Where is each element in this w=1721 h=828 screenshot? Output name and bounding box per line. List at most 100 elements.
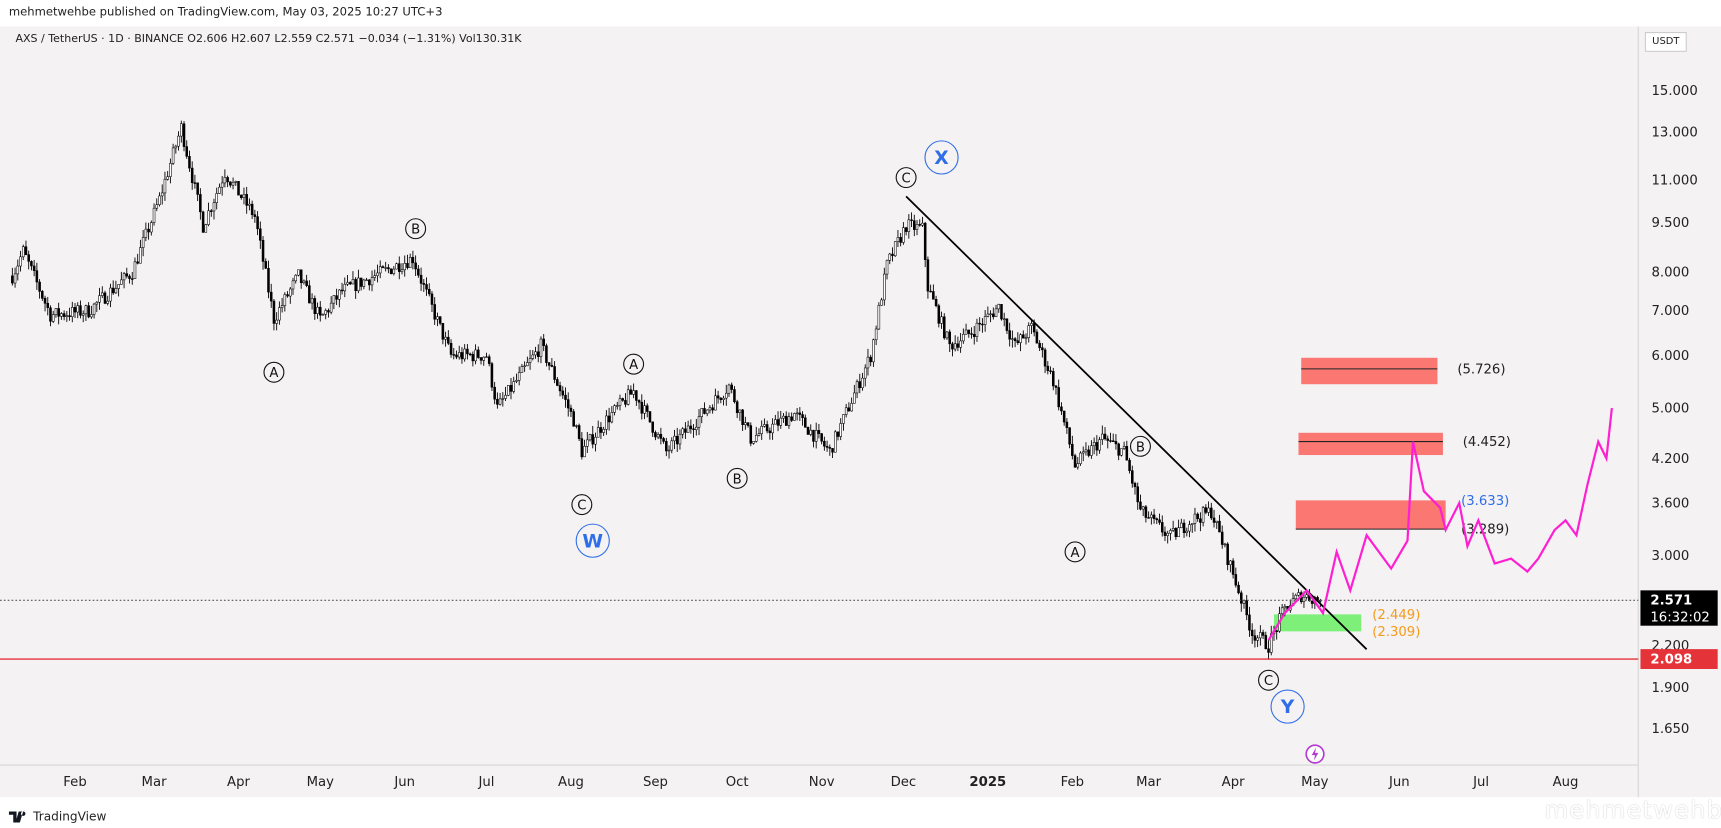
candle [1174,528,1178,538]
candle [1283,606,1287,609]
candle [498,398,502,405]
candle [795,412,799,415]
tradingview-logo-icon [8,810,26,822]
candle [479,357,483,361]
candle [204,224,208,233]
candle [678,433,682,445]
candle [234,181,238,183]
candle [953,343,957,350]
candle [670,440,674,451]
candle [474,349,477,362]
candle [798,412,802,415]
y-tick-label: 1.900 [1651,681,1689,696]
candle [231,182,235,186]
candle [654,432,657,438]
candle [972,334,976,337]
candle [43,298,47,304]
wave-label: C [1264,674,1273,689]
wave-label-circle [1258,669,1280,691]
candle [51,314,55,322]
candle [1090,445,1093,456]
candle [376,272,379,276]
y-tick-label: 13.000 [1651,125,1697,140]
candle [962,334,965,342]
candle [801,414,804,419]
candle [286,294,289,297]
candle [684,428,687,433]
candle [368,279,371,286]
symbol-legend: AXS / TetherUS · 1D · BINANCE O2.606 H2.… [15,33,522,46]
candle [575,425,578,427]
candle [239,194,243,198]
wave-label: A [1071,546,1080,561]
currency-selector[interactable]: USDT [1644,32,1687,52]
wave-label: A [269,366,278,381]
candle [1152,514,1156,519]
candle [408,257,412,268]
candle [297,269,300,276]
candle [147,228,150,233]
candle [32,265,36,271]
candle [1016,340,1020,343]
y-tick-label: 1.650 [1651,722,1689,737]
candle [400,269,404,272]
candle [501,398,505,400]
candle [237,181,240,196]
candle [744,422,747,426]
candle [1046,365,1050,372]
candle [452,354,456,356]
candle [1215,520,1219,523]
resistance-zone [1298,432,1443,456]
tradingview-logo[interactable]: TradingView [8,809,106,824]
candle [1190,523,1194,525]
candle [937,305,941,324]
candle [547,362,551,366]
chart-panel[interactable] [0,26,1721,798]
candle [327,310,330,313]
candle [648,411,652,423]
x-tick-label: May [1301,775,1329,790]
candle [1065,421,1069,428]
candle [711,407,714,411]
candle [117,284,120,289]
candle [387,267,390,270]
candle [1171,528,1175,531]
wave-label: B [1136,440,1145,455]
candle [30,261,33,267]
wave-label: X [934,148,949,169]
candle [177,135,180,147]
candle [71,307,74,318]
last-price-badge [1640,590,1718,626]
candle [106,300,109,304]
candle [874,328,878,341]
resistance-zone [1295,500,1446,530]
bar-countdown: 16:32:02 [1650,610,1709,625]
published-info: mehmetwehbe published on TradingView.com… [8,5,443,19]
candle [253,214,257,217]
x-tick-label: Apr [227,775,250,790]
candle [942,316,946,339]
candle [1139,501,1142,510]
candle [705,409,709,414]
candle [169,163,172,177]
candle [823,440,826,447]
candle [38,281,41,292]
candle [441,323,445,340]
candle [1120,448,1123,456]
candle [1141,506,1145,510]
candle [1125,446,1129,461]
candle [545,345,548,363]
candle [836,431,840,437]
candle [907,219,911,232]
x-tick-label: Aug [1553,775,1579,790]
candle [1095,442,1099,451]
candle [640,401,644,414]
candle [68,315,71,318]
candle [883,273,886,301]
candle [825,445,829,448]
wave-label-circle [263,361,285,383]
candle [1199,518,1202,523]
candle [95,301,99,305]
candle [422,283,426,285]
